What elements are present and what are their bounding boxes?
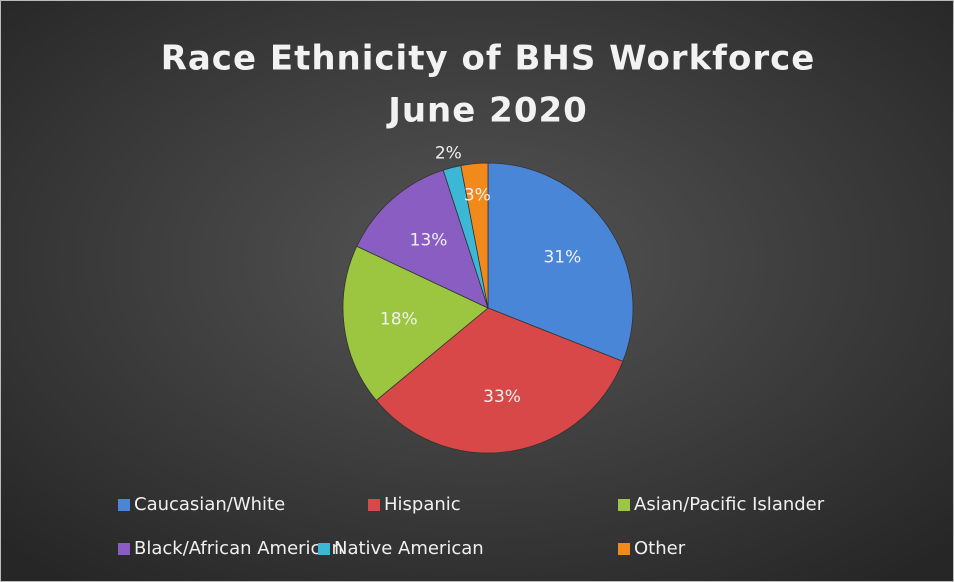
legend-label: Black/African American	[134, 538, 343, 559]
pie-slice	[356, 169, 489, 309]
chart-title: June 2020	[386, 91, 588, 131]
data-label: 18%	[380, 309, 418, 329]
legend-swatch	[118, 499, 130, 511]
pie-slice	[342, 245, 489, 401]
data-label: 13%	[410, 231, 448, 251]
legend-label: Asian/Pacific Islander	[634, 494, 825, 515]
legend-swatch	[618, 499, 630, 511]
pie-slice	[487, 162, 634, 362]
legend-swatch	[618, 543, 630, 555]
pie-slice	[460, 162, 489, 309]
chart-title: Race Ethnicity of BHS Workforce	[161, 39, 816, 79]
legend-label: Caucasian/White	[134, 494, 285, 515]
data-label: 31%	[543, 247, 581, 267]
pie-slice	[375, 307, 624, 454]
legend-swatch	[368, 499, 380, 511]
data-label: 33%	[483, 387, 521, 407]
legend-swatch	[118, 543, 130, 555]
legend-label: Hispanic	[384, 494, 461, 515]
legend-label: Native American	[334, 538, 484, 559]
data-label: 2%	[435, 144, 462, 164]
legend-label: Other	[634, 538, 686, 559]
legend-swatch	[318, 543, 330, 555]
data-label: 3%	[464, 185, 491, 205]
